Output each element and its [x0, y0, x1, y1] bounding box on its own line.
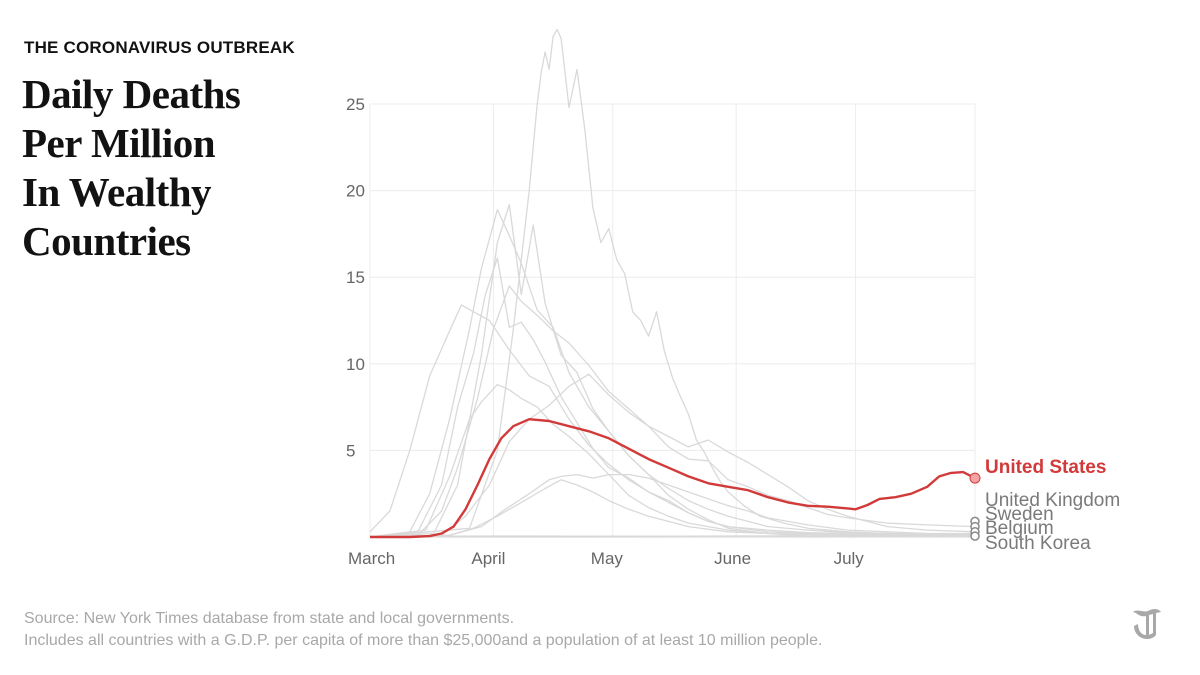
series-line-sweden — [369, 373, 976, 538]
series-line-united-kingdom — [369, 285, 976, 538]
series-line-netherlands — [369, 383, 976, 538]
headline-line-4: Countries — [22, 218, 191, 264]
series-line-australia — [369, 532, 976, 538]
x-tick-label-march: March — [348, 549, 395, 568]
headline-line-2: Per Million — [22, 120, 216, 166]
x-tick-label-april: April — [471, 549, 505, 568]
page-title: Daily Deaths Per Million In Wealthy Coun… — [22, 70, 322, 266]
y-tick-label-25: 25 — [346, 95, 365, 114]
end-marker-south-korea — [970, 531, 980, 541]
headline-line-1: Daily Deaths — [22, 71, 241, 117]
end-label-south-korea: South Korea — [985, 533, 1091, 554]
series-line-italy — [369, 304, 976, 536]
highlight-series-group — [370, 418, 976, 539]
background-series-group — [369, 28, 976, 538]
end-label-united-states: United States — [985, 457, 1106, 478]
series-line-france — [369, 257, 975, 538]
x-tick-label-may: May — [591, 549, 624, 568]
end-marker-united-states — [969, 472, 981, 484]
series-line-united-states — [370, 418, 976, 539]
headline-line-3: In Wealthy — [22, 169, 212, 215]
end-label-belgium: Belgium — [985, 518, 1054, 539]
end-label-united-kingdom: United Kingdom — [985, 490, 1120, 511]
end-labels: United States United KingdomSwedenBelgium… — [969, 457, 1120, 554]
axis-labels: 5 10 15 20 25 March April May June July — [346, 95, 864, 568]
x-tick-label-july: July — [834, 549, 865, 568]
chart-grid — [369, 103, 976, 538]
y-tick-label-5: 5 — [346, 441, 355, 460]
line-chart: 5 10 15 20 25 March April May June July United St… — [346, 28, 1120, 568]
kicker: THE CORONAVIRUS OUTBREAK — [24, 38, 295, 57]
y-tick-label-10: 10 — [346, 355, 365, 374]
end-label-sweden: Sweden — [985, 504, 1054, 525]
series-line-canada — [369, 473, 976, 538]
series-line-belgium-peak — [369, 28, 976, 538]
source-line-2: Includes all countries with a G.D.P. per… — [24, 632, 823, 649]
y-tick-label-20: 20 — [346, 182, 365, 201]
series-line-germany — [369, 479, 976, 538]
source-line-1: Source: New York Times database from sta… — [24, 610, 515, 627]
source-note: Source: New York Times database from sta… — [24, 608, 822, 652]
y-tick-label-15: 15 — [346, 268, 365, 287]
x-tick-label-june: June — [714, 549, 751, 568]
series-line-spain — [369, 209, 976, 538]
nyt-t-logo-icon — [1127, 603, 1167, 643]
